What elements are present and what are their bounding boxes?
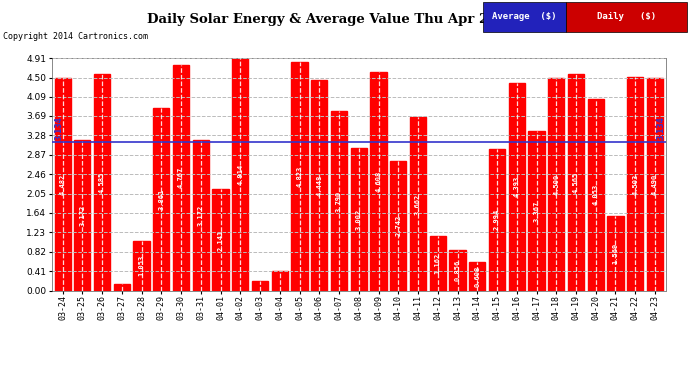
Text: 4.608: 4.608 xyxy=(375,171,382,192)
Text: 4.565: 4.565 xyxy=(573,172,579,193)
Bar xyxy=(173,65,189,291)
Bar xyxy=(75,140,90,291)
Text: 4.503: 4.503 xyxy=(632,173,638,195)
Text: 4.053: 4.053 xyxy=(593,184,599,205)
Bar xyxy=(331,111,347,291)
Text: 4.767: 4.767 xyxy=(178,167,184,188)
Bar xyxy=(272,270,288,291)
Bar xyxy=(489,149,505,291)
Bar xyxy=(607,216,624,291)
Text: 1.569: 1.569 xyxy=(613,243,618,264)
Text: 3.662: 3.662 xyxy=(415,193,421,214)
Text: 0.608: 0.608 xyxy=(474,266,480,287)
Bar xyxy=(430,236,446,291)
Text: 3.367: 3.367 xyxy=(533,200,540,222)
Text: Average  ($): Average ($) xyxy=(492,12,557,21)
Bar xyxy=(351,148,367,291)
Text: 2.994: 2.994 xyxy=(494,209,500,230)
Bar xyxy=(291,62,308,291)
Text: 2.141: 2.141 xyxy=(217,229,224,251)
Bar xyxy=(588,99,604,291)
Bar xyxy=(627,77,643,291)
Text: Copyright 2014 Cartronics.com: Copyright 2014 Cartronics.com xyxy=(3,32,148,41)
Bar xyxy=(391,161,406,291)
Bar xyxy=(193,140,209,291)
Text: 4.393: 4.393 xyxy=(514,176,520,197)
Text: 3.002: 3.002 xyxy=(356,209,362,230)
Bar xyxy=(529,131,544,291)
Bar xyxy=(449,250,466,291)
Bar xyxy=(55,78,70,291)
Bar xyxy=(647,78,663,291)
Text: 3.790: 3.790 xyxy=(336,190,342,211)
Bar xyxy=(371,72,386,291)
Bar xyxy=(568,75,584,291)
Bar xyxy=(233,58,248,291)
Bar xyxy=(153,108,170,291)
Text: 3.861: 3.861 xyxy=(158,189,164,210)
Bar xyxy=(509,82,525,291)
Text: 3.134: 3.134 xyxy=(657,116,666,140)
Text: 0.856: 0.856 xyxy=(455,260,460,281)
Text: 4.914: 4.914 xyxy=(237,164,244,185)
Text: 4.490: 4.490 xyxy=(652,174,658,195)
Text: 2.742: 2.742 xyxy=(395,215,402,236)
Bar xyxy=(213,189,228,291)
Bar xyxy=(548,78,564,291)
Bar xyxy=(311,80,327,291)
Text: 3.172: 3.172 xyxy=(79,205,86,226)
Text: 4.482: 4.482 xyxy=(59,174,66,195)
Bar xyxy=(469,262,485,291)
Bar xyxy=(94,74,110,291)
Bar xyxy=(133,241,150,291)
Text: 4.585: 4.585 xyxy=(99,171,105,193)
Text: 3.172: 3.172 xyxy=(198,205,204,226)
Text: 3.134: 3.134 xyxy=(55,116,63,140)
Bar xyxy=(252,281,268,291)
Text: 4.448: 4.448 xyxy=(316,175,322,196)
Bar xyxy=(410,117,426,291)
Text: 1.162: 1.162 xyxy=(435,252,441,274)
Text: Daily Solar Energy & Average Value Thu Apr 24 06:27: Daily Solar Energy & Average Value Thu A… xyxy=(146,13,544,26)
Text: 4.823: 4.823 xyxy=(297,166,302,187)
Bar xyxy=(114,284,130,291)
Text: Daily   ($): Daily ($) xyxy=(597,12,656,21)
Text: 4.500: 4.500 xyxy=(553,174,560,195)
Text: 1.053: 1.053 xyxy=(139,255,145,276)
